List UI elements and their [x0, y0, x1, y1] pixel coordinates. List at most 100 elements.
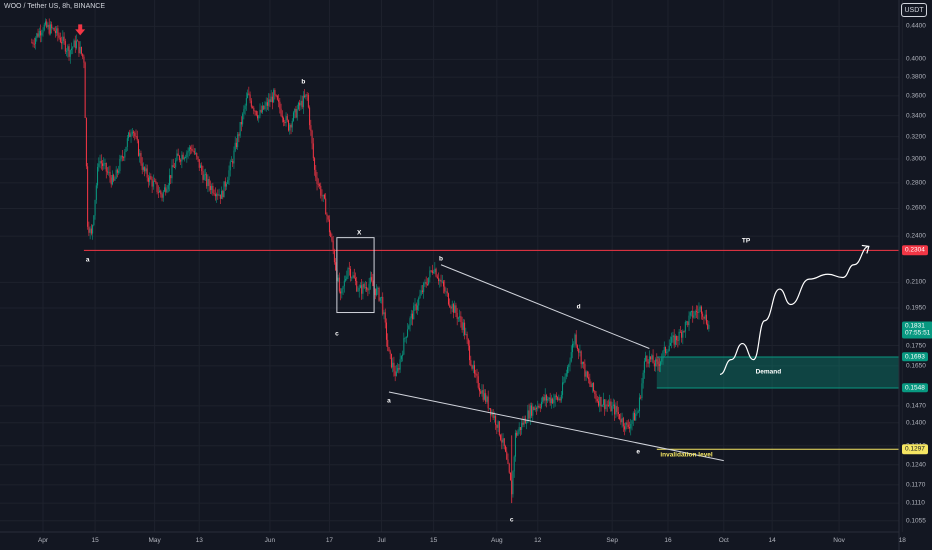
candle-body — [310, 125, 312, 131]
candle-body — [104, 163, 106, 164]
candle-body — [447, 293, 449, 305]
candle-body — [57, 28, 59, 36]
candle-body — [212, 185, 214, 194]
candle-body — [290, 124, 292, 128]
candle-body — [175, 160, 177, 168]
candle-body — [124, 151, 126, 158]
candle-body — [152, 180, 154, 187]
candle-body — [625, 422, 627, 430]
candle-body — [459, 316, 461, 318]
candle-body — [331, 236, 333, 241]
x-tick-label: 18 — [898, 537, 906, 544]
candle-body — [661, 358, 663, 362]
candle-body — [135, 135, 137, 137]
candle-body — [657, 361, 659, 365]
candle-body — [455, 305, 457, 314]
candle-body — [397, 368, 399, 372]
candle-body — [323, 194, 325, 199]
candle-body — [219, 194, 221, 199]
price-tag-value: 0.2304 — [905, 246, 925, 254]
candle-body — [354, 278, 356, 282]
candle-body — [64, 40, 66, 52]
candle-body — [328, 219, 330, 233]
candle-body — [477, 376, 479, 388]
candle-body — [678, 331, 680, 341]
y-tick-label: 0.1950 — [906, 304, 926, 312]
candle-body — [404, 337, 406, 339]
candle-body — [257, 115, 259, 119]
candle-body — [576, 345, 578, 349]
y-tick-label: 0.1470 — [906, 402, 926, 410]
candle-body — [167, 185, 169, 190]
candle-body — [689, 312, 691, 316]
candle-body — [216, 194, 218, 197]
candle-body — [297, 102, 299, 110]
candle-body — [445, 291, 447, 293]
candle-body — [607, 405, 609, 406]
candle-body — [283, 117, 285, 122]
candle-body — [594, 391, 596, 395]
candle-body — [423, 283, 425, 293]
candle-body — [255, 110, 257, 116]
candle-body — [302, 95, 304, 108]
candle-body — [687, 321, 689, 326]
candle-body — [480, 391, 482, 394]
candle-body — [392, 362, 394, 368]
candle-body — [666, 351, 668, 353]
candle-body — [214, 194, 216, 197]
candle-body — [352, 275, 354, 278]
candle-body — [85, 118, 87, 167]
candle-body — [90, 228, 92, 234]
candle-body — [662, 351, 664, 359]
candle-body — [176, 153, 178, 161]
candle-body — [44, 21, 46, 25]
candle-body — [151, 179, 153, 187]
candle-body — [609, 401, 611, 406]
candle-body — [596, 399, 598, 402]
y-tick-label: 0.2800 — [906, 179, 926, 187]
candle-body — [263, 105, 265, 110]
candle-body — [369, 277, 371, 284]
candle-body — [683, 331, 685, 332]
candle-body — [692, 310, 694, 318]
candle-body — [707, 323, 709, 329]
candle-body — [436, 276, 438, 279]
candle-body — [299, 102, 301, 106]
candle-body — [286, 116, 288, 121]
candle-body — [312, 143, 314, 159]
candles-layer — [31, 18, 710, 504]
candle-body — [668, 345, 670, 351]
y-tick-label: 0.1650 — [906, 362, 926, 370]
candle-body — [242, 113, 244, 125]
candle-body — [137, 140, 139, 156]
y-tick-label: 0.1110 — [906, 499, 925, 507]
candle-body — [371, 277, 373, 281]
y-tick-label: 0.1240 — [906, 461, 926, 469]
candle-body — [621, 418, 623, 423]
wave-label: X — [357, 229, 362, 237]
candle-body — [217, 194, 219, 196]
candle-body — [557, 397, 559, 400]
candle-body — [637, 411, 639, 413]
currency-button[interactable]: USDT — [901, 3, 927, 17]
candle-body — [239, 121, 241, 136]
candle-body — [315, 169, 317, 178]
candle-body — [253, 107, 255, 111]
candle-body — [254, 110, 256, 112]
candle-body — [482, 390, 484, 400]
y-tick-label: 0.1170 — [906, 481, 926, 489]
candle-body — [450, 307, 452, 309]
candle-body — [156, 182, 158, 192]
candle-body — [418, 298, 420, 306]
price-tag-value: 0.1693 — [905, 353, 925, 361]
x-tick-label: Jul — [377, 537, 386, 544]
candle-body — [667, 350, 669, 352]
candle-body — [512, 471, 514, 495]
candle-body — [403, 338, 405, 355]
candle-body — [467, 339, 469, 346]
candle-body — [348, 268, 350, 269]
candle-body — [539, 407, 541, 408]
candle-body — [571, 343, 573, 353]
candle-body — [379, 297, 381, 301]
